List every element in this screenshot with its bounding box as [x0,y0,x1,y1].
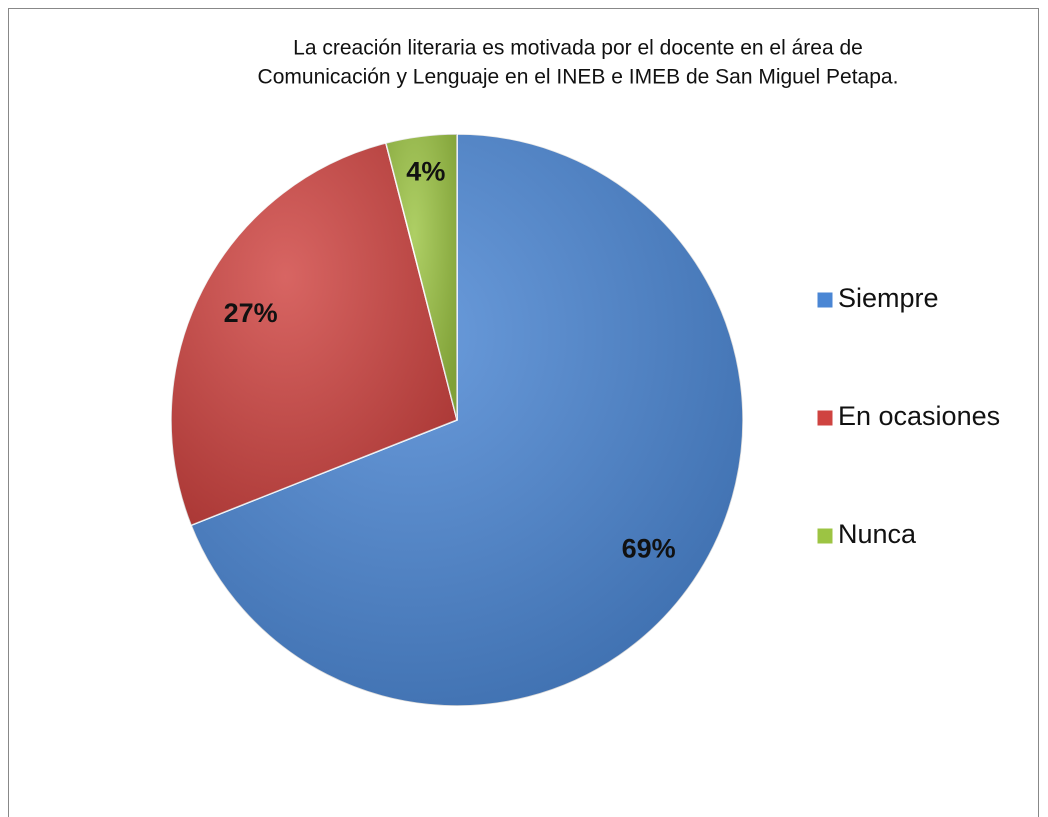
slice-shade [170,142,457,526]
chart-title: Comunicación y Lenguaje en el INEB e IME… [258,66,899,89]
chart-title: La creación literaria es motivada por el… [293,37,863,60]
legend-swatch [816,409,834,427]
data-label: 69% [622,533,676,563]
slice-shade [191,134,743,706]
legend-swatch [816,291,834,309]
legend-swatch [816,527,834,545]
slice-shade [385,134,457,420]
legend-label: En ocasiones [838,401,1000,431]
legend-label: Nunca [838,519,917,549]
data-label: 27% [224,298,278,328]
legend-label: Siempre [838,283,939,313]
data-label: 4% [406,156,445,186]
